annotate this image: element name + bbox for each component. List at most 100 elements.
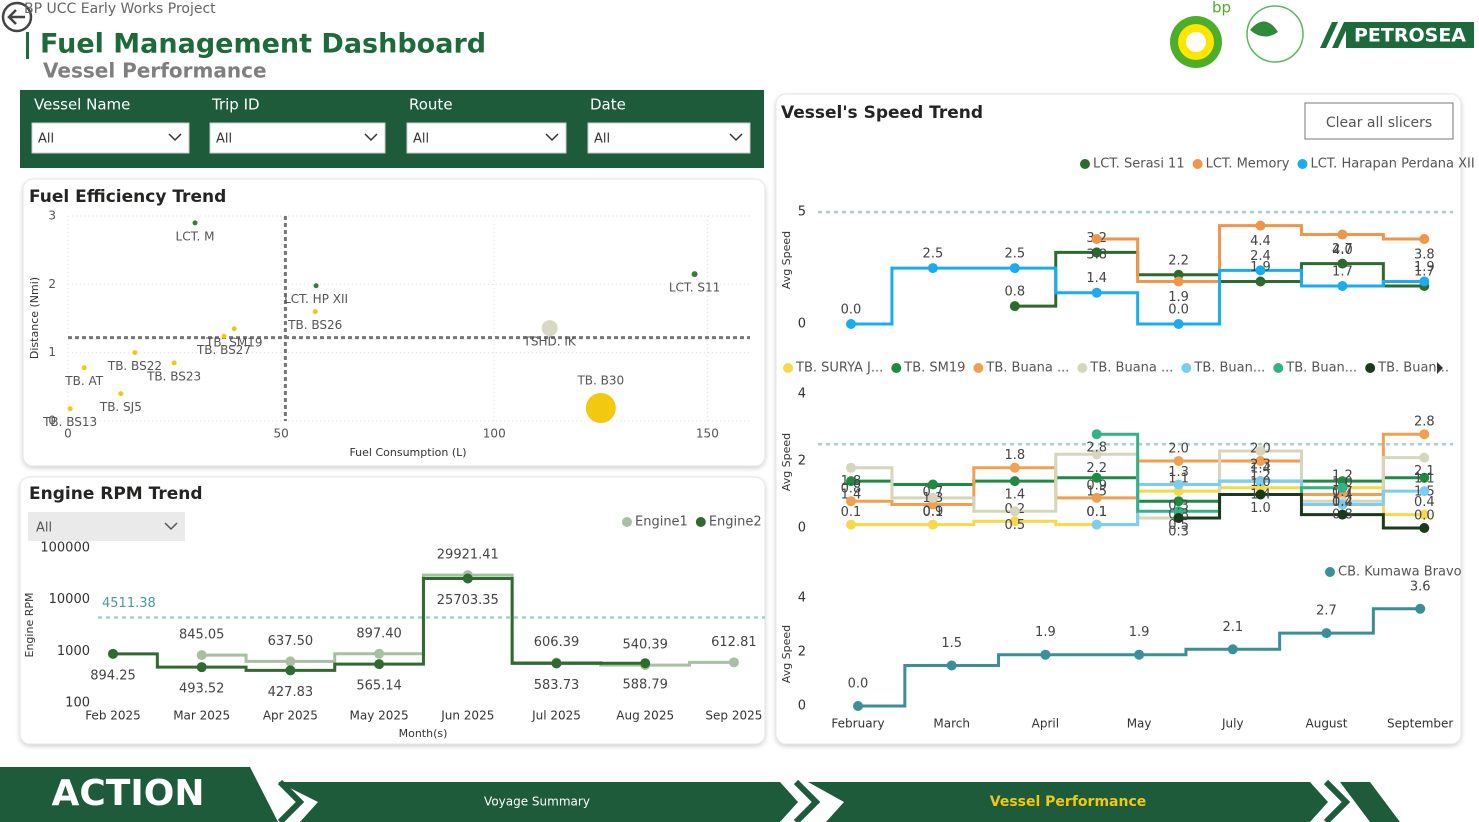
data-point [728, 657, 739, 668]
x-tick-label: Mar 2025 [173, 709, 230, 723]
data-label: 0.1 [841, 505, 862, 520]
data-point [1419, 234, 1430, 245]
data-label: 0.1 [923, 505, 944, 520]
data-label: 1.7 [1332, 264, 1353, 279]
data-point [1255, 489, 1266, 500]
dropdown-chevron [729, 133, 743, 142]
data-point [1419, 486, 1430, 497]
data-label: 2.1 [1414, 464, 1435, 479]
back-button[interactable] [1, 1, 33, 33]
nav-tab-label[interactable]: Vessel Performance [990, 794, 1146, 810]
y-axis-label: Avg Speed [780, 231, 793, 289]
bp-text: bp [1212, 0, 1231, 17]
data-label: 637.50 [268, 634, 314, 649]
data-label: 1.0 [1250, 501, 1271, 516]
data-point [846, 496, 856, 507]
nav-tab-1[interactable] [278, 782, 798, 822]
data-point [1173, 512, 1184, 523]
data-label: 1.1 [1414, 472, 1435, 487]
data-label: 0.9 [923, 504, 944, 519]
data-point [1419, 509, 1430, 520]
x-tick-label: 150 [696, 427, 719, 441]
x-tick-label: 100 [483, 427, 506, 441]
data-point [1337, 509, 1348, 520]
data-point [1091, 287, 1102, 298]
data-label: 25703.35 [437, 593, 499, 608]
nav-tab-2[interactable] [808, 782, 1328, 822]
data-point [196, 650, 207, 661]
filter-label: Vessel Name [34, 96, 130, 114]
y-tick-label: 2 [798, 645, 806, 660]
data-label: 1.5 [941, 636, 962, 651]
data-point [1337, 499, 1348, 510]
data-point [853, 701, 863, 711]
data-point [1040, 649, 1051, 660]
rpm-filter[interactable] [28, 512, 185, 541]
data-label: 1.1 [1168, 472, 1189, 487]
clear-slicers-button[interactable] [1304, 102, 1454, 140]
data-label: 0.9 [1086, 478, 1107, 493]
data-label: 1.9 [1035, 625, 1056, 640]
data-label: 2.5 [923, 247, 944, 262]
data-point [1173, 456, 1184, 466]
legend-label: CB. Kumawa Bravo [1338, 565, 1462, 580]
filter-dropdown[interactable] [31, 122, 190, 154]
data-label: 1.9 [1129, 625, 1150, 640]
title-bar [26, 32, 29, 59]
legend-swatch [1297, 159, 1308, 169]
data-label: 845.05 [179, 628, 225, 643]
y-axis-label: Distance (Nmi) [28, 277, 41, 359]
y-tick-label: 10000 [49, 592, 90, 607]
y-tick-label: 0 [798, 317, 806, 332]
ucc-logo [1246, 5, 1304, 63]
rpm-panel [19, 476, 766, 745]
data-point [285, 656, 296, 667]
legend-next[interactable] [1437, 362, 1443, 374]
y-tick-label: 2 [798, 454, 806, 469]
nav-tab-label[interactable]: Voyage Summary [484, 795, 590, 809]
legend-label: Engine1 [635, 515, 688, 530]
data-point [1321, 628, 1332, 639]
data-label: 1.4 [841, 488, 862, 503]
scatter-point [231, 326, 237, 332]
data-point [846, 519, 856, 530]
point-label: TB. AT [64, 374, 103, 388]
x-tick-label: Sep 2025 [705, 709, 762, 723]
legend-swatch [1077, 363, 1088, 373]
x-axis-label: Month(s) [399, 727, 448, 740]
point-label: TB. BS26 [287, 318, 342, 332]
data-point [1009, 476, 1020, 487]
data-label: 2.8 [1086, 441, 1107, 456]
data-label: 0.5 [1004, 518, 1025, 533]
chart-title: Engine RPM Trend [29, 484, 203, 504]
x-tick-label: March [933, 717, 970, 731]
filter-label: Trip ID [211, 96, 260, 114]
filter-dropdown[interactable] [587, 122, 751, 154]
filter-dropdown[interactable] [209, 122, 386, 154]
legend-swatch [783, 363, 793, 373]
data-label: 606.39 [534, 635, 580, 650]
legend-swatch [622, 517, 632, 527]
filter-dropdown[interactable] [406, 122, 567, 154]
y-tick-label: 100000 [40, 541, 90, 556]
legend-swatch [1365, 363, 1376, 373]
scatter-point [81, 365, 87, 371]
x-tick-label: Feb 2025 [85, 709, 141, 723]
x-tick-label: July [1221, 717, 1244, 731]
point-label: TB. BS23 [146, 369, 201, 383]
petrosea-text: PETROSEA [1354, 25, 1466, 47]
page-subtitle: Vessel Performance [43, 59, 267, 83]
data-label: 2.8 [1414, 415, 1435, 430]
point-label: TB. BS27 [196, 343, 251, 357]
data-point [1173, 479, 1184, 490]
data-label: 3.8 [1086, 248, 1107, 263]
scatter-point [192, 220, 198, 226]
scatter-point [171, 360, 177, 366]
data-point [1091, 492, 1102, 503]
x-tick-label: Apr 2025 [263, 709, 318, 723]
data-label: 1.2 [1332, 494, 1353, 509]
data-label: 1.8 [841, 474, 862, 489]
data-label: 29921.41 [437, 548, 499, 563]
data-point [1091, 519, 1102, 530]
data-point [1255, 276, 1266, 287]
